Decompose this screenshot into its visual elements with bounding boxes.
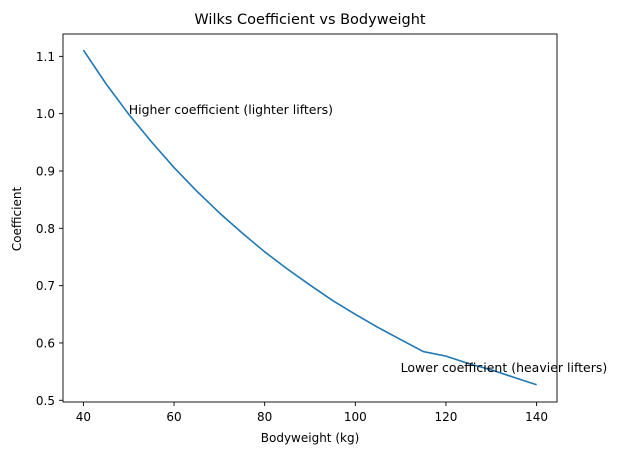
y-tick-label-0.8: 0.8	[36, 222, 55, 236]
annotation-1: Higher coefficient (lighter lifters)	[129, 102, 333, 117]
x-tick-label-60: 60	[166, 410, 181, 424]
x-tick-label-140: 140	[525, 410, 548, 424]
plot-area: 40 60 80 100 120 140 0.5 0.6 0.7 0.8 0.9 1.0 1.1 High…	[36, 33, 608, 424]
y-tick-label-1: 1.0	[36, 107, 55, 121]
y-tick-label-0.6: 0.6	[36, 336, 55, 350]
y-tick-label-0.9: 0.9	[36, 164, 55, 178]
y-tick-label-1.1: 1.1	[36, 50, 55, 64]
series-line-wilks	[82, 49, 537, 386]
y-axis-label: Coefficient	[10, 187, 24, 252]
x-tick-label-120: 120	[435, 410, 458, 424]
x-tick-label-80: 80	[257, 410, 272, 424]
chart-title: Wilks Coefficient vs Bodyweight	[194, 12, 426, 28]
annotation-2: Lower coefficient (heavier lifters)	[401, 360, 608, 375]
y-tick-label-0.5: 0.5	[36, 394, 55, 408]
y-tick-label-0.7: 0.7	[36, 279, 55, 293]
x-tick-label-100: 100	[344, 410, 367, 424]
x-tick-label-40: 40	[76, 410, 91, 424]
x-axis-label: Bodyweight (kg)	[261, 431, 360, 445]
axes-frame	[62, 33, 558, 403]
